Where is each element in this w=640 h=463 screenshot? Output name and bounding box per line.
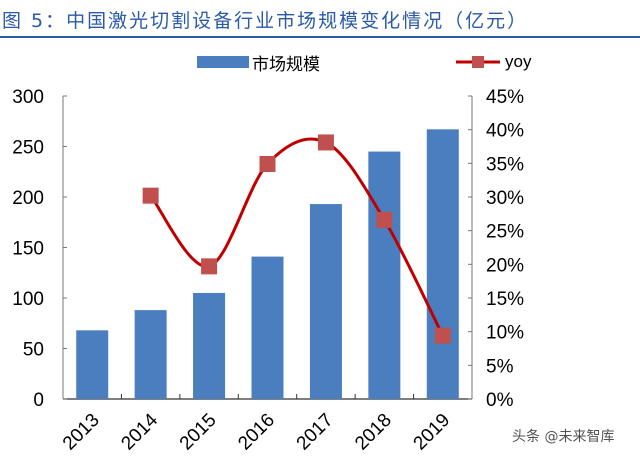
right-tick-label: 15% bbox=[486, 289, 524, 310]
bar-2017 bbox=[309, 204, 342, 399]
left-tick-label: 300 bbox=[12, 87, 44, 108]
yoy-marker-2014 bbox=[142, 187, 159, 204]
yoy-marker-2015 bbox=[201, 258, 218, 275]
right-tick-label: 45% bbox=[486, 87, 524, 108]
yoy-marker-2019 bbox=[434, 327, 451, 344]
yoy-marker-2017 bbox=[317, 134, 334, 151]
bar-2015 bbox=[193, 292, 226, 399]
right-tick-label: 35% bbox=[486, 154, 524, 175]
bar-2014 bbox=[134, 310, 167, 399]
left-tick-label: 150 bbox=[12, 239, 44, 260]
legend-line-label: yoy bbox=[505, 52, 532, 71]
right-tick-label: 30% bbox=[486, 188, 524, 209]
left-tick-label: 200 bbox=[12, 188, 44, 209]
bar-2018 bbox=[368, 151, 401, 399]
x-tick-label: 2019 bbox=[410, 410, 455, 455]
x-tick-label: 2013 bbox=[59, 410, 104, 455]
chart-title: 图 5：中国激光切割设备行业市场规模变化情况（亿元） bbox=[2, 10, 529, 32]
x-tick-label: 2017 bbox=[293, 410, 338, 455]
watermark: 头条 @未来智库 bbox=[512, 429, 615, 445]
left-tick-label: 0 bbox=[33, 390, 44, 411]
right-tick-label: 40% bbox=[486, 121, 524, 142]
legend-bar-swatch bbox=[197, 56, 249, 68]
x-tick-label: 2018 bbox=[351, 410, 396, 455]
right-tick-label: 20% bbox=[486, 255, 524, 276]
right-tick-label: 0% bbox=[486, 390, 514, 411]
x-tick-label: 2015 bbox=[176, 410, 221, 455]
left-tick-label: 100 bbox=[12, 289, 44, 310]
left-tick-label: 250 bbox=[12, 138, 44, 159]
right-tick-label: 25% bbox=[486, 222, 524, 243]
bar-2016 bbox=[251, 256, 284, 399]
x-tick-label: 2016 bbox=[234, 410, 279, 455]
right-tick-label: 5% bbox=[486, 356, 514, 377]
bar-2013 bbox=[76, 330, 109, 399]
bar-2019 bbox=[426, 129, 459, 399]
title-divider bbox=[0, 36, 640, 38]
yoy-marker-2018 bbox=[376, 211, 393, 228]
left-tick-label: 50 bbox=[23, 340, 44, 361]
legend-bar-label: 市场规模 bbox=[252, 55, 320, 74]
x-tick-label: 2014 bbox=[117, 409, 162, 454]
right-tick-label: 10% bbox=[486, 323, 524, 344]
legend-line-marker bbox=[472, 56, 484, 68]
yoy-marker-2016 bbox=[259, 156, 276, 173]
